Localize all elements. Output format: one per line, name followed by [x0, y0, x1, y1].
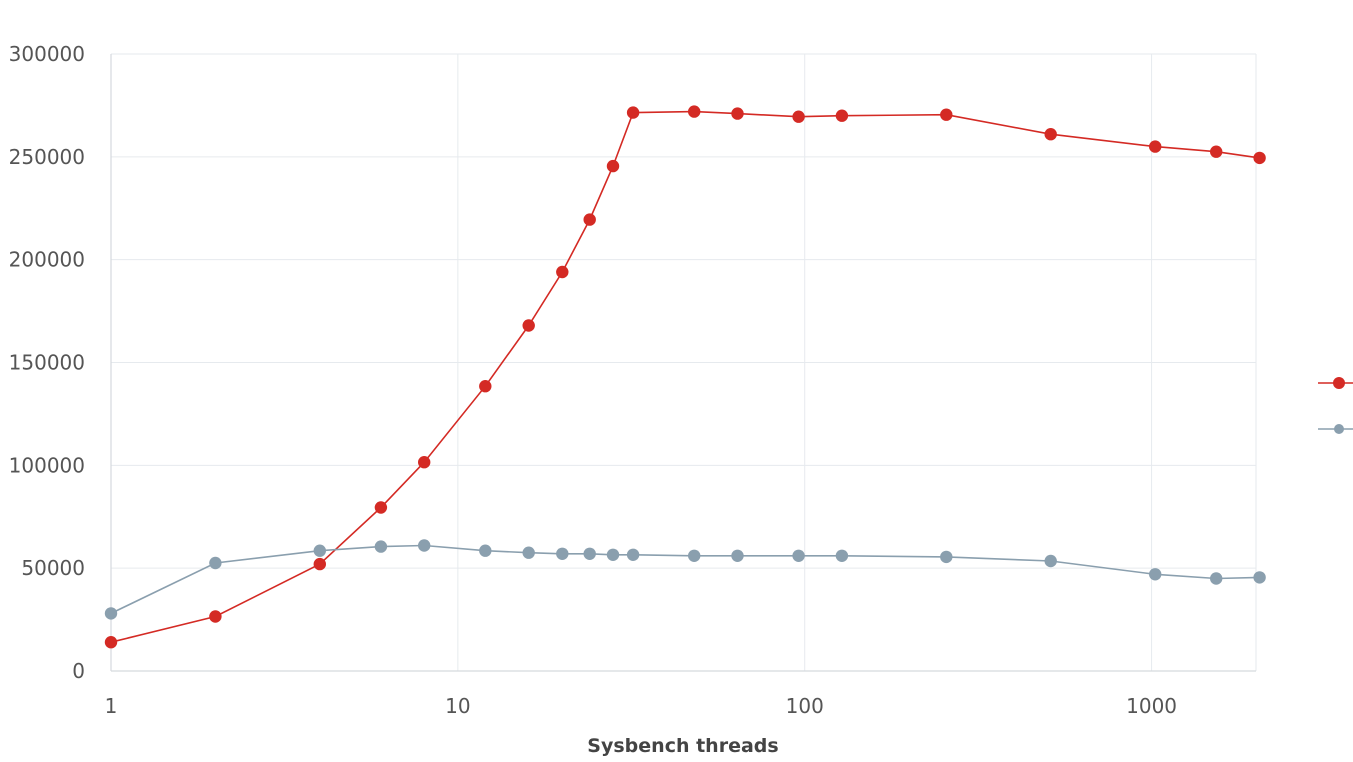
axes [110, 54, 1256, 672]
data-point [583, 547, 596, 560]
legend-item-2 [1318, 424, 1353, 434]
data-point [940, 108, 953, 121]
data-point [1210, 572, 1223, 585]
series-layer [104, 105, 1266, 649]
legend-marker [1334, 424, 1344, 434]
data-point [479, 380, 492, 393]
x-tick-label: 10 [445, 694, 470, 718]
data-point [556, 265, 569, 279]
data-point [835, 109, 849, 122]
data-point [688, 105, 701, 118]
data-point [940, 550, 953, 564]
data-point [104, 636, 118, 649]
data-point [626, 106, 640, 119]
data-point [104, 607, 118, 620]
tick-labels: 0 50000 100000 150000 200000 250000 300000 1 10 1… [9, 42, 1177, 718]
series-2 [104, 539, 1266, 620]
data-point [418, 456, 431, 469]
data-point [209, 610, 222, 623]
data-point [606, 548, 620, 561]
data-point [522, 319, 535, 332]
series-1 [104, 105, 1266, 649]
data-point [1044, 554, 1057, 568]
y-tick-label: 0 [72, 659, 85, 683]
data-point [556, 547, 569, 560]
x-tick-label: 1000 [1126, 694, 1177, 718]
grid-lines [111, 53, 1257, 671]
y-tick-label: 150000 [9, 351, 85, 375]
y-tick-label: 100000 [9, 453, 85, 477]
data-point [522, 546, 535, 559]
data-point [835, 549, 849, 562]
data-point [688, 549, 701, 562]
y-tick-label: 50000 [21, 556, 85, 580]
data-point [1253, 151, 1266, 165]
data-point [374, 540, 388, 553]
legend [1318, 377, 1353, 434]
data-point [606, 159, 620, 173]
data-point [1253, 571, 1266, 584]
data-point [479, 544, 492, 557]
data-point [626, 548, 640, 561]
data-point [1149, 140, 1162, 153]
x-axis-title: Sysbench threads [587, 735, 778, 757]
series-line [110, 110, 1260, 643]
data-point [731, 549, 744, 562]
data-point [1044, 128, 1057, 141]
data-point [1210, 145, 1223, 158]
y-tick-label: 250000 [9, 145, 85, 169]
data-point [1149, 568, 1162, 581]
x-tick-label: 1 [105, 694, 118, 718]
data-point [792, 549, 805, 562]
legend-item-1 [1318, 377, 1353, 389]
y-tick-label: 200000 [9, 248, 85, 272]
data-point [209, 556, 222, 570]
data-point [374, 501, 388, 514]
legend-marker [1333, 377, 1345, 389]
y-tick-label: 300000 [9, 42, 85, 66]
data-point [313, 557, 326, 571]
data-point [731, 107, 744, 120]
x-tick-label: 100 [786, 694, 824, 718]
data-point [418, 539, 431, 552]
data-point [313, 544, 326, 557]
data-point [583, 213, 596, 226]
data-point [792, 110, 805, 123]
series-line [110, 544, 1260, 615]
